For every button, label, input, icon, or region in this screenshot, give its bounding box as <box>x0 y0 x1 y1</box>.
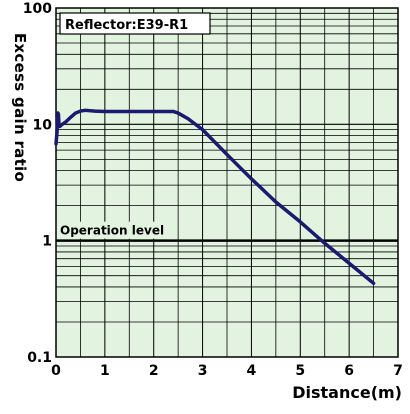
operation-level-label-bg <box>58 221 158 239</box>
y-axis-ticks: 0.1 1 10 100 <box>23 1 52 366</box>
x-tick-label: 6 <box>344 363 354 379</box>
plot-frame <box>55 7 399 358</box>
y-tick-label: 10 <box>33 117 53 133</box>
y-tick-label: 1 <box>42 234 52 250</box>
reflector-label: Reflector:E39-R1 <box>65 18 188 33</box>
y-tick-label: 100 <box>23 1 52 17</box>
x-tick-label: 3 <box>198 363 208 379</box>
series-line <box>54 108 376 286</box>
reflector-label-box <box>59 12 211 35</box>
x-tick-label: 2 <box>149 363 159 379</box>
y-tick-label: 0.1 <box>27 350 52 366</box>
x-tick-label: 5 <box>295 363 305 379</box>
x-axis-ticks: 0 1 2 3 4 5 6 7 <box>51 363 403 379</box>
grid-lines <box>55 8 399 358</box>
x-tick-label: 4 <box>247 363 257 379</box>
y-axis-label: Excess gain ratio <box>11 33 29 182</box>
x-tick-label: 1 <box>100 363 110 379</box>
x-tick-label: 7 <box>393 363 403 379</box>
operation-level-label: Operation level <box>60 224 164 238</box>
x-axis-label: Distance(m) <box>292 383 402 402</box>
x-tick-label: 0 <box>51 363 61 379</box>
